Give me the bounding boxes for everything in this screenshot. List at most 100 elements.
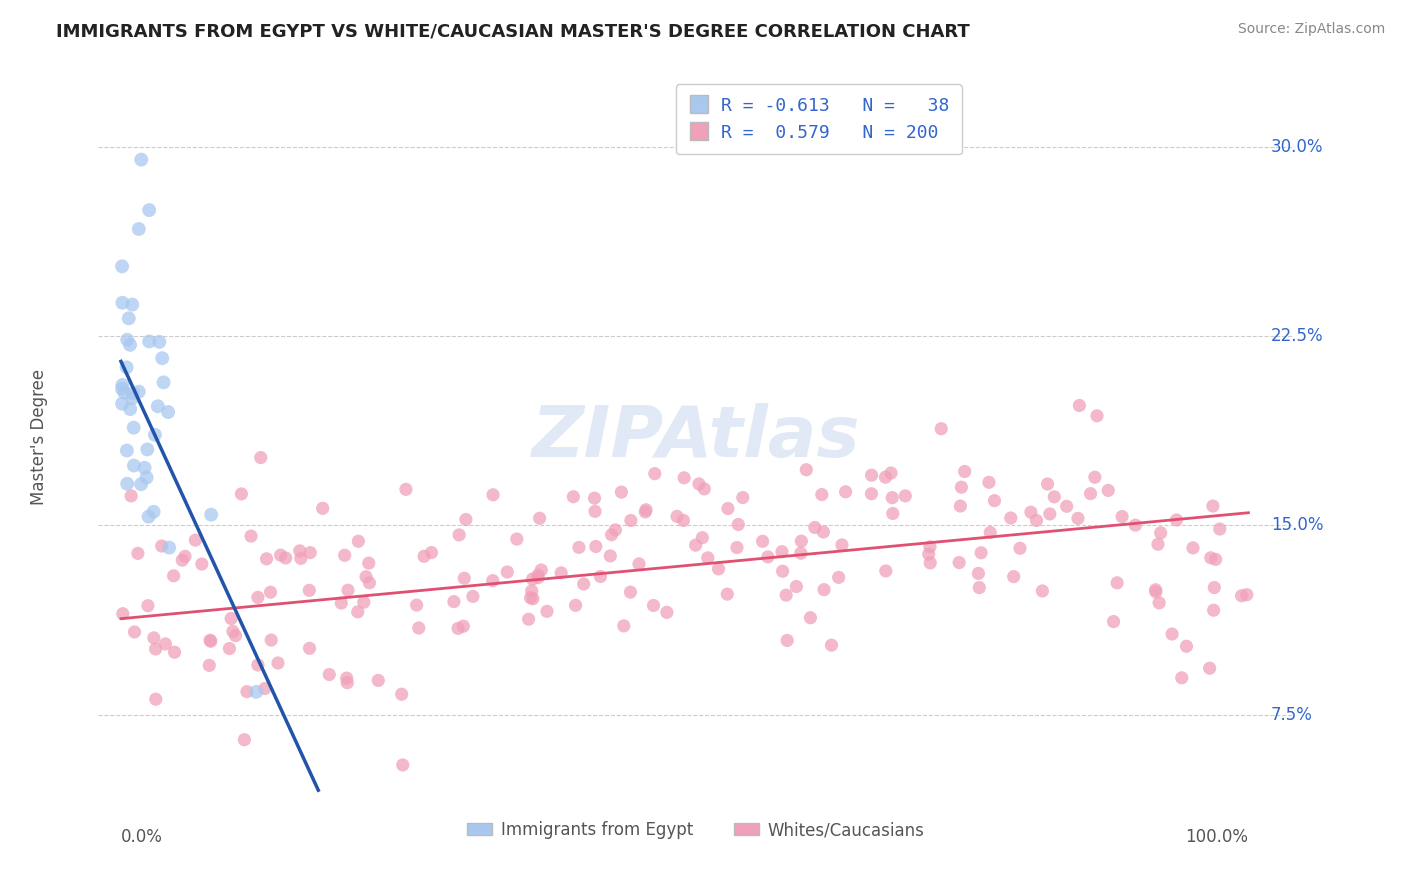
Point bbox=[1161, 627, 1184, 641]
Point bbox=[128, 222, 150, 236]
Point bbox=[347, 534, 370, 549]
Point bbox=[673, 471, 696, 485]
Point bbox=[813, 582, 835, 597]
Point bbox=[357, 556, 380, 570]
Point bbox=[274, 551, 297, 566]
Point bbox=[882, 491, 904, 505]
Point bbox=[827, 570, 849, 584]
Point bbox=[200, 508, 222, 522]
Point bbox=[128, 384, 150, 399]
Point bbox=[150, 539, 173, 553]
Point bbox=[413, 549, 436, 564]
Point bbox=[831, 538, 853, 552]
Point bbox=[249, 450, 271, 465]
Point bbox=[454, 512, 477, 526]
Point bbox=[453, 619, 475, 633]
Point bbox=[461, 590, 484, 604]
Point bbox=[245, 685, 267, 699]
Point bbox=[481, 574, 503, 588]
Point bbox=[517, 612, 540, 626]
Point bbox=[225, 629, 247, 643]
Point bbox=[138, 203, 160, 218]
Point bbox=[522, 591, 544, 606]
Point bbox=[148, 334, 170, 349]
Point bbox=[267, 656, 290, 670]
Point bbox=[562, 490, 585, 504]
Point bbox=[860, 487, 883, 501]
Point bbox=[174, 549, 197, 564]
Point bbox=[333, 549, 356, 563]
Point bbox=[536, 604, 558, 618]
Point bbox=[138, 334, 160, 349]
Point bbox=[583, 491, 606, 505]
Point bbox=[1209, 522, 1232, 536]
Point bbox=[522, 572, 544, 586]
Point bbox=[121, 297, 143, 311]
Point bbox=[785, 580, 807, 594]
Point bbox=[1166, 513, 1188, 527]
Point bbox=[1111, 509, 1133, 524]
Point bbox=[983, 493, 1005, 508]
Point bbox=[246, 591, 269, 605]
Point bbox=[354, 570, 377, 584]
Point bbox=[918, 547, 941, 561]
Point bbox=[236, 684, 259, 698]
Point bbox=[240, 529, 263, 543]
Point bbox=[391, 687, 413, 701]
Point bbox=[288, 544, 311, 558]
Point bbox=[813, 524, 835, 539]
Point bbox=[716, 587, 738, 601]
Point bbox=[135, 470, 157, 484]
Point bbox=[519, 591, 541, 605]
Legend: Immigrants from Egypt, Whites/Caucasians: Immigrants from Egypt, Whites/Caucasians bbox=[461, 814, 931, 846]
Point bbox=[162, 569, 184, 583]
Point bbox=[233, 732, 256, 747]
Point bbox=[688, 477, 710, 491]
Point bbox=[157, 541, 180, 555]
Point bbox=[948, 556, 970, 570]
Point bbox=[482, 488, 505, 502]
Point bbox=[122, 386, 145, 401]
Point bbox=[157, 405, 180, 419]
Point bbox=[1182, 541, 1205, 555]
Point bbox=[804, 520, 827, 534]
Point bbox=[666, 509, 689, 524]
Point bbox=[520, 584, 543, 599]
Point bbox=[1025, 513, 1047, 527]
Point bbox=[200, 634, 222, 648]
Point bbox=[134, 460, 156, 475]
Point bbox=[920, 556, 942, 570]
Point bbox=[172, 553, 194, 567]
Point bbox=[122, 420, 145, 434]
Point bbox=[599, 549, 621, 563]
Point bbox=[111, 260, 134, 274]
Point bbox=[152, 376, 174, 390]
Point bbox=[1039, 507, 1062, 521]
Text: 22.5%: 22.5% bbox=[1271, 327, 1323, 345]
Point bbox=[150, 351, 173, 366]
Point bbox=[191, 557, 214, 571]
Point bbox=[643, 599, 665, 613]
Point bbox=[655, 605, 678, 619]
Point bbox=[449, 528, 471, 542]
Point bbox=[184, 533, 207, 548]
Point bbox=[572, 577, 595, 591]
Point bbox=[589, 569, 612, 583]
Point bbox=[391, 758, 413, 772]
Point bbox=[875, 470, 897, 484]
Point bbox=[1147, 537, 1170, 551]
Point bbox=[129, 153, 152, 167]
Point bbox=[1019, 505, 1042, 519]
Point bbox=[1008, 541, 1031, 556]
Point bbox=[122, 458, 145, 473]
Point bbox=[142, 505, 165, 519]
Point bbox=[756, 549, 779, 564]
Point bbox=[111, 397, 134, 411]
Point bbox=[894, 489, 917, 503]
Point bbox=[219, 611, 242, 625]
Point bbox=[610, 485, 633, 500]
Point bbox=[253, 681, 276, 696]
Point bbox=[111, 607, 134, 621]
Point bbox=[311, 501, 333, 516]
Point bbox=[115, 360, 138, 375]
